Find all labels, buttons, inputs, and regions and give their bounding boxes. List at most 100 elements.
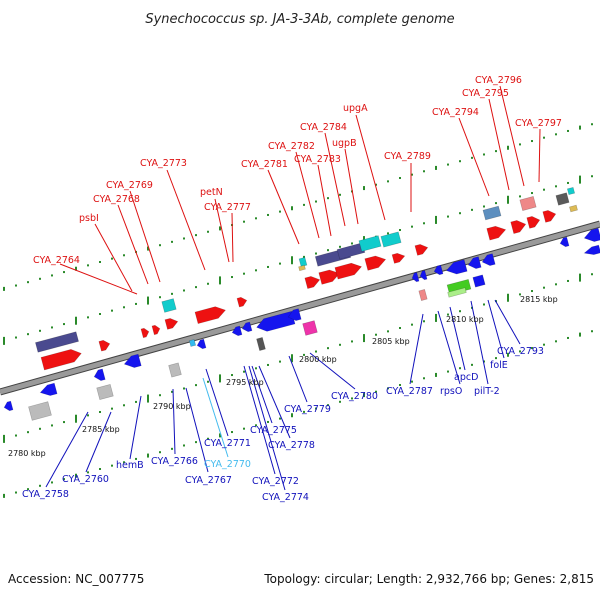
gene-plus: [318, 269, 341, 285]
gene-plus: [510, 220, 527, 234]
gene-minus-shape: [411, 272, 420, 283]
leader-line: [129, 190, 161, 283]
gene-box-shape: [482, 205, 502, 221]
gene-plus-shape: [510, 220, 527, 234]
gene-label-CYA_2789: CYA_2789: [384, 151, 431, 162]
gene-box-shape: [302, 320, 318, 336]
gene-plus: [194, 306, 227, 325]
scale-label-2805: 2805 kbp: [372, 337, 410, 346]
gene-label-CYA_2779: CYA_2779: [284, 404, 331, 415]
leader-line: [470, 300, 489, 385]
gene-label-psbI: psbI: [79, 213, 99, 224]
gene-box: [35, 331, 79, 353]
gene-minus: [411, 272, 420, 283]
gene-plus: [526, 216, 541, 229]
gene-label-hemB: hemB: [116, 460, 144, 471]
leader-line: [409, 313, 424, 385]
gene-box: [472, 274, 486, 288]
gene-label-CYA_2772: CYA_2772: [252, 476, 299, 487]
gene-minus-shape: [123, 353, 142, 368]
gene-minus: [39, 382, 58, 396]
gene-minus-shape: [419, 270, 428, 281]
gene-minus: [445, 259, 468, 275]
gene-minus: [583, 227, 600, 242]
gene-label-CYA_2769: CYA_2769: [106, 180, 153, 191]
leader-line: [205, 368, 229, 437]
gene-box: [418, 289, 428, 301]
gene-plus: [236, 296, 248, 308]
scale-label-2815: 2815 kbp: [520, 295, 558, 304]
gene-label-CYA_2781: CYA_2781: [241, 159, 288, 170]
scale-label-2790: 2790 kbp: [153, 402, 191, 411]
gene-plus-shape: [140, 327, 150, 339]
leader-line: [117, 204, 149, 285]
leader-line: [487, 299, 505, 359]
gene-plus: [364, 255, 387, 271]
gene-minus-shape: [256, 310, 296, 332]
gene-minus-shape: [3, 400, 14, 412]
gene-box-shape: [188, 339, 197, 347]
gene-plus-shape: [526, 216, 541, 229]
gene-box: [28, 401, 52, 421]
leader-line: [267, 169, 300, 245]
gene-box-shape: [569, 204, 578, 213]
scale-label-2810: 2810 kbp: [446, 315, 484, 324]
gene-label-CYA_2793: CYA_2793: [497, 346, 544, 357]
gene-plus-shape: [236, 296, 248, 308]
gene-label-CYA_2764: CYA_2764: [33, 255, 80, 266]
gene-plus-shape: [304, 276, 321, 289]
gene-label-CYA_2768: CYA_2768: [93, 194, 140, 205]
gene-plus-shape: [40, 349, 82, 371]
gene-box: [161, 298, 177, 313]
gene-plus: [414, 244, 429, 256]
gene-plus-shape: [391, 252, 406, 264]
leader-line: [288, 355, 308, 403]
gene-minus-shape: [467, 256, 482, 269]
gene-label-upgA: upgA: [343, 103, 368, 114]
gene-box-shape: [35, 331, 79, 353]
gene-label-CYA_2795: CYA_2795: [462, 88, 509, 99]
leader-line: [185, 387, 209, 473]
gene-minus-shape: [93, 368, 106, 382]
minus-strand-labels: CYA_2758 CYA_2760 hemB CYA_2766 CYA_2767…: [22, 346, 544, 503]
gene-minus-shape: [583, 227, 600, 242]
gene-box: [519, 196, 537, 211]
gene-box-shape: [566, 186, 576, 196]
scale-label-2785: 2785 kbp: [82, 425, 120, 434]
gene-minus: [419, 270, 428, 281]
gene-box-shape: [28, 401, 52, 421]
gene-label-CYA_2774: CYA_2774: [262, 492, 309, 503]
gene-box-shape: [298, 256, 308, 268]
gene-label-ugpB: ugpB: [332, 138, 357, 149]
gene-box: [358, 235, 382, 252]
gene-plus-shape: [542, 210, 557, 223]
scale-label-2795: 2795 kbp: [226, 378, 264, 387]
leader-line: [317, 164, 332, 237]
gene-plus: [98, 339, 111, 352]
map-title: Synechococcus sp. JA-3-3Ab, complete gen…: [145, 12, 454, 27]
gene-label-CYA_2767: CYA_2767: [185, 475, 232, 486]
gene-minus: [231, 325, 243, 337]
gene-label-rpsO: rpsO: [440, 386, 462, 397]
leader-line: [488, 98, 510, 191]
gene-plus: [334, 262, 363, 280]
gene-minus: [583, 244, 600, 255]
gene-plus-shape: [486, 225, 507, 241]
gene-label-CYA_2794: CYA_2794: [432, 107, 479, 118]
leader-line: [85, 411, 112, 473]
gene-label-folE: folE: [490, 360, 508, 371]
leader-line: [344, 148, 359, 225]
leader-line: [499, 85, 525, 187]
gene-plus: [486, 225, 507, 241]
gene-box: [298, 256, 308, 268]
leader-line: [437, 310, 461, 385]
gene-label-CYA_2770: CYA_2770: [204, 459, 251, 470]
gene-minus: [433, 264, 444, 276]
leader-line: [458, 117, 490, 197]
leader-line: [172, 388, 176, 455]
gene-box-shape: [96, 384, 114, 400]
scale-label-2780: 2780 kbp: [8, 449, 46, 458]
gene-plus-shape: [194, 306, 227, 325]
gene-minus-shape: [433, 264, 444, 276]
gene-label-CYA_2784: CYA_2784: [300, 122, 347, 133]
